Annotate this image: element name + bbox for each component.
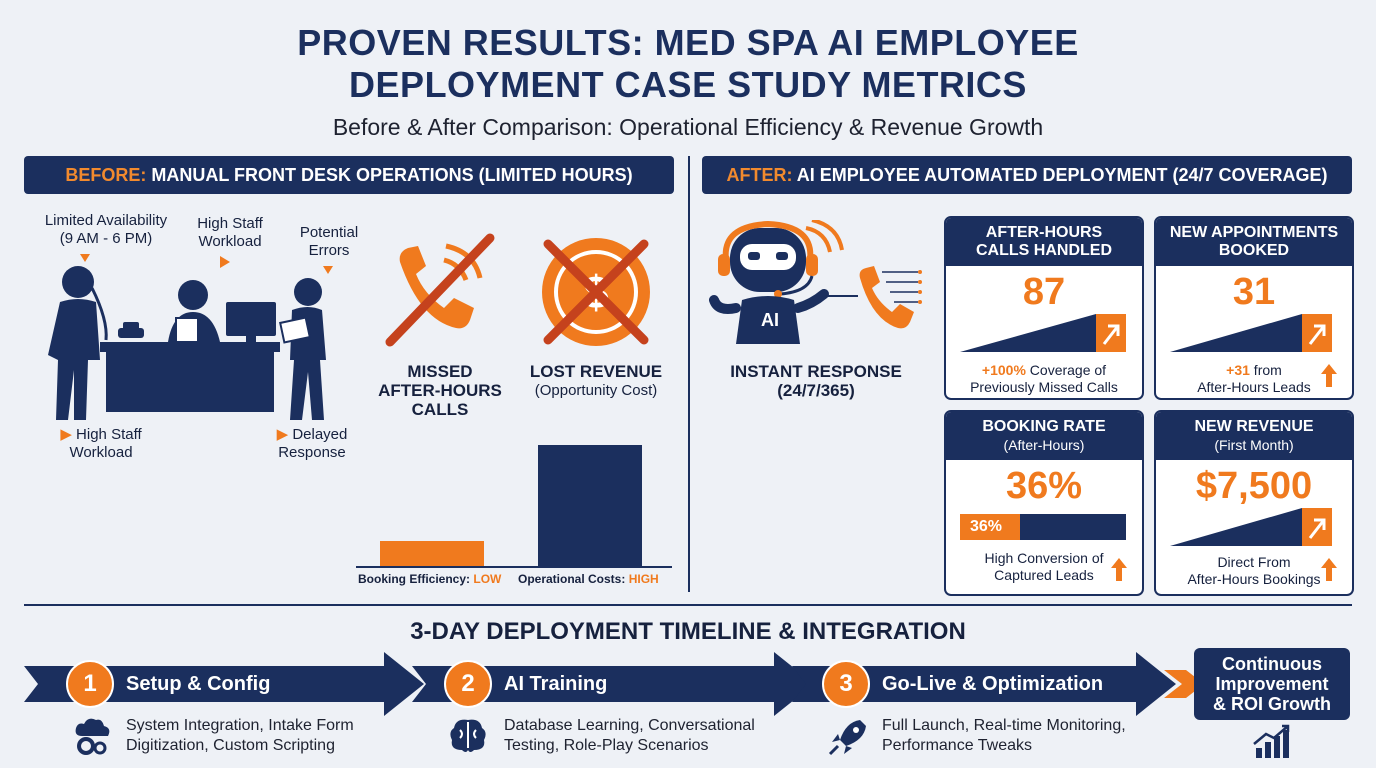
instant-response-label: INSTANT RESPONSE (24/7/365) xyxy=(730,362,902,400)
section-divider-horizontal xyxy=(24,604,1352,606)
card-heading: AFTER-HOURS CALLS HANDLED xyxy=(946,218,1142,266)
card-value: $7,500 xyxy=(1195,465,1313,507)
card-heading: NEW REVENUE (First Month) xyxy=(1156,412,1352,460)
lost-revenue-label: LOST REVENUE (Opportunity Cost) xyxy=(529,362,663,399)
growth-wedge-chart xyxy=(960,314,1126,352)
before-banner-highlight: BEFORE: xyxy=(65,165,147,185)
metric-card-new-appointments: NEW APPOINTMENTS BOOKED 31 +31 from Afte… xyxy=(1154,216,1354,400)
metric-card-new-revenue: NEW REVENUE (First Month) $7,500 Direct … xyxy=(1154,410,1354,596)
ai-badge: AI xyxy=(761,310,779,330)
front-desk-staff-illustration xyxy=(48,254,333,420)
card-footnote: +31 from After-Hours Leads xyxy=(1197,362,1311,395)
step-2-number: 2 xyxy=(444,660,492,708)
card-value: 31 xyxy=(1232,271,1276,313)
ai-robot-illustration xyxy=(709,220,922,344)
missed-calls-label: MISSED AFTER-HOURS CALLS xyxy=(378,362,502,419)
booking-rate-bar: 36% xyxy=(960,514,1126,540)
after-banner-text: AI EMPLOYEE AUTOMATED DEPLOYMENT (24/7 C… xyxy=(792,165,1328,185)
trend-up-icon xyxy=(1308,518,1326,539)
high-staff-workload-top-label: High Staff Workload xyxy=(197,215,263,250)
card-value: 36% xyxy=(1005,465,1083,507)
step-1-number: 1 xyxy=(66,660,114,708)
section-divider-vertical xyxy=(688,156,690,592)
up-arrow-icon xyxy=(1321,364,1337,387)
step-3-description: Full Launch, Real-time Monitoring, Perfo… xyxy=(882,717,1126,754)
limited-availability-label: Limited Availability (9 AM - 6 PM) xyxy=(44,212,168,247)
high-staff-workload-bottom-label: ▶ High Staff Workload xyxy=(60,426,142,461)
operational-costs-caption: Operational Costs: HIGH xyxy=(518,572,659,586)
rocket-icon xyxy=(828,720,866,756)
card-heading: NEW APPOINTMENTS BOOKED xyxy=(1156,218,1352,266)
growth-wedge-chart xyxy=(1170,508,1332,546)
operational-costs-bar xyxy=(538,445,642,566)
brain-icon xyxy=(450,719,486,752)
delayed-response-label: ▶ Delayed Response xyxy=(276,426,348,461)
card-footnote: High Conversion of Captured Leads xyxy=(984,550,1104,583)
potential-errors-label: Potential Errors xyxy=(299,224,359,259)
booking-rate-bar-fill xyxy=(960,514,1020,540)
step-3-label: Go-Live & Optimization xyxy=(882,673,1104,695)
growth-bar-chart-icon xyxy=(1253,724,1290,758)
continuous-improvement-box: Continuous Improvement & ROI Growth xyxy=(1194,648,1350,720)
booking-efficiency-caption: Booking Efficiency: LOW xyxy=(358,572,502,586)
metric-card-after-hours-calls: AFTER-HOURS CALLS HANDLED 87 +100% Cover… xyxy=(944,216,1144,400)
card-value: 87 xyxy=(1022,271,1066,313)
step-1-label: Setup & Config xyxy=(126,673,271,695)
timeline-title: 3-DAY DEPLOYMENT TIMELINE & INTEGRATION xyxy=(410,618,966,645)
card-footnote: +100% Coverage of Previously Missed Call… xyxy=(970,362,1118,395)
page-subtitle: Before & After Comparison: Operational E… xyxy=(332,114,1044,140)
page-title-line-1: PROVEN RESULTS: MED SPA AI EMPLOYEE xyxy=(297,22,1079,63)
step-2-label: AI Training xyxy=(504,673,608,695)
up-arrow-icon xyxy=(1111,558,1127,581)
up-arrow-icon xyxy=(1321,558,1337,581)
step-3-number: 3 xyxy=(822,660,870,708)
trend-up-icon xyxy=(1308,324,1326,345)
before-banner: BEFORE: MANUAL FRONT DESK OPERATIONS (LI… xyxy=(24,156,674,194)
cloud-gear-icon xyxy=(75,718,110,755)
booking-rate-bar-label: 36% xyxy=(970,518,1003,535)
before-banner-text: MANUAL FRONT DESK OPERATIONS (LIMITED HO… xyxy=(146,165,633,185)
lost-revenue-crossed-coin-icon: $ xyxy=(542,238,650,346)
step-1-description: System Integration, Intake Form Digitiza… xyxy=(126,717,354,754)
page-title-line-2: DEPLOYMENT CASE STUDY METRICS xyxy=(349,64,1027,105)
card-heading: BOOKING RATE (After-Hours) xyxy=(946,412,1142,460)
step-2-description: Database Learning, Conversational Testin… xyxy=(504,717,755,754)
card-footnote: Direct From After-Hours Bookings xyxy=(1187,554,1321,587)
booking-efficiency-bar xyxy=(380,541,484,566)
trend-up-icon xyxy=(1102,324,1120,345)
metric-card-booking-rate: BOOKING RATE (After-Hours) 36% 36% High … xyxy=(944,410,1144,596)
growth-wedge-chart xyxy=(1170,314,1332,352)
bar-baseline xyxy=(356,566,672,568)
after-banner-highlight: AFTER: xyxy=(726,165,793,185)
missed-calls-crossed-phone-icon xyxy=(385,233,495,347)
after-banner: AFTER: AI EMPLOYEE AUTOMATED DEPLOYMENT … xyxy=(702,156,1352,194)
